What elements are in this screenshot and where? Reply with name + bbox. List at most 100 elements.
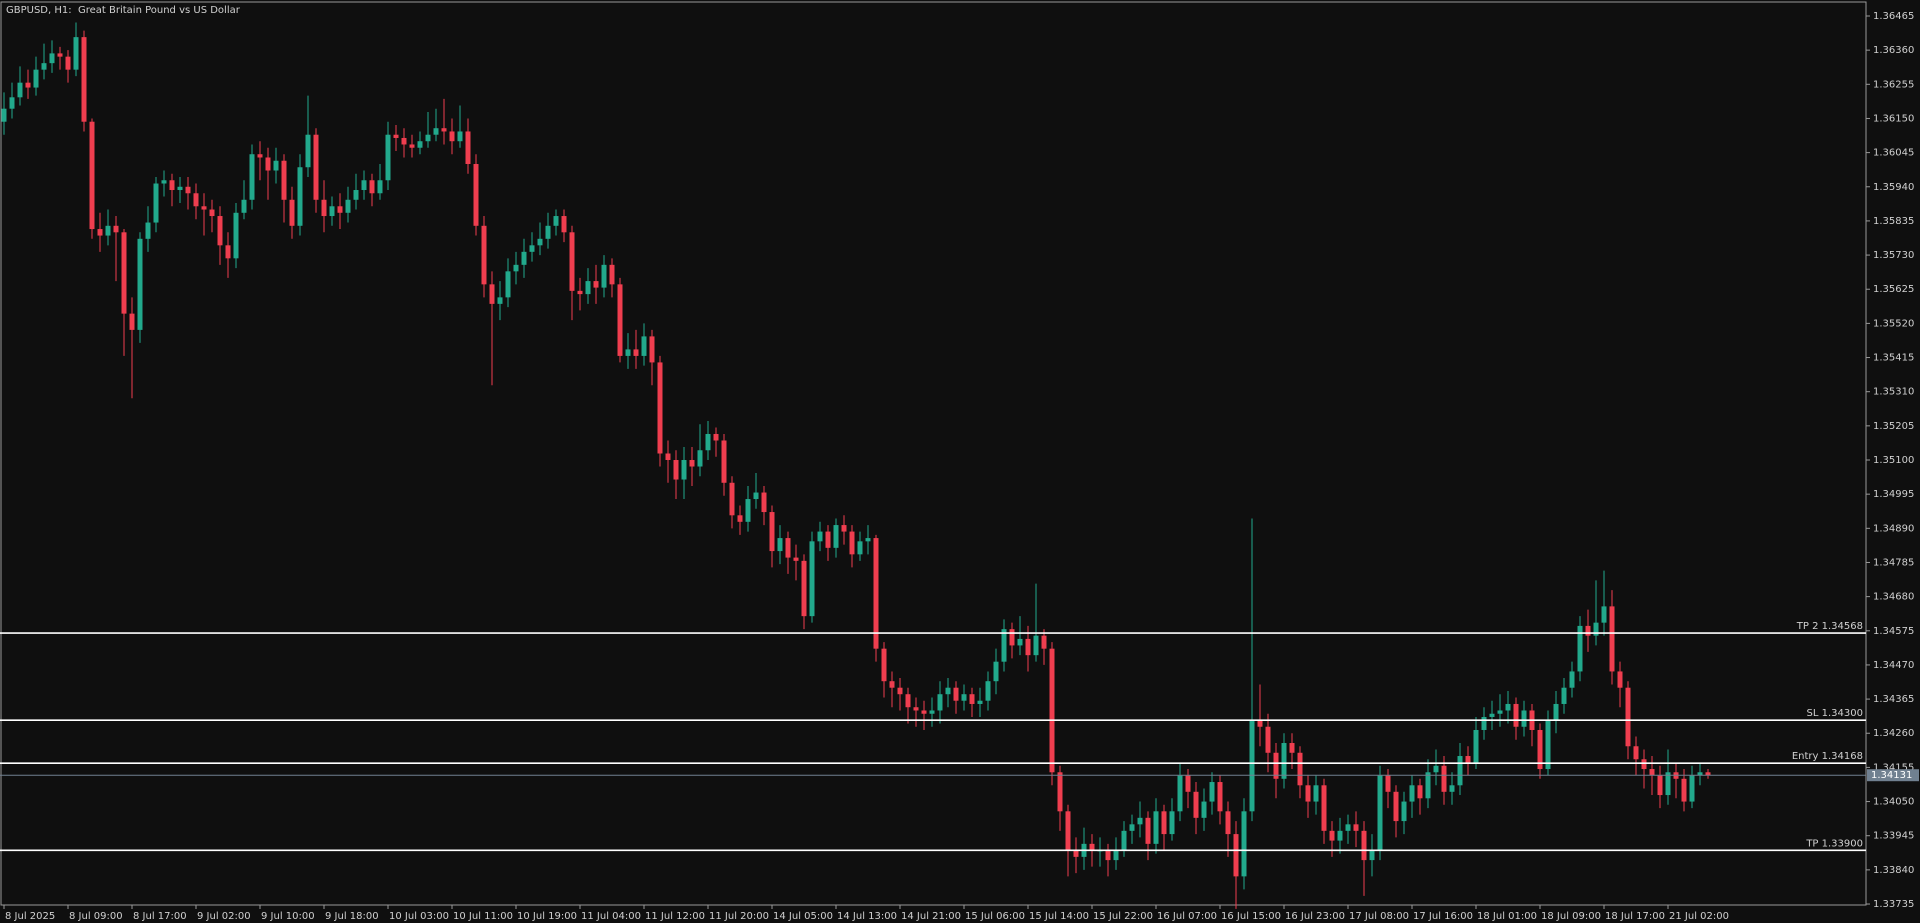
candle-body [265, 157, 271, 171]
candle-body [1473, 729, 1479, 763]
candle-body [25, 82, 31, 88]
candle-body [393, 134, 399, 138]
y-tick-label: 1.36045 [1873, 148, 1914, 159]
x-tick-label: 16 Jul 15:00 [1221, 911, 1281, 922]
candle-body [73, 37, 79, 70]
candle-body [57, 53, 63, 57]
candle-body [329, 206, 335, 217]
candle-body [1257, 720, 1263, 727]
candle-body [409, 144, 415, 148]
candle-body [777, 538, 783, 552]
candle-body [353, 190, 359, 200]
candle-body [1017, 638, 1023, 646]
candle-body [1593, 622, 1599, 636]
candle-body [193, 193, 199, 207]
candle-body [1513, 703, 1519, 727]
y-tick-label: 1.34050 [1873, 797, 1914, 808]
x-tick-label: 11 Jul 12:00 [645, 911, 705, 922]
y-tick-label: 1.35730 [1873, 250, 1914, 261]
y-tick-label: 1.35205 [1873, 421, 1914, 432]
candle-body [1505, 703, 1511, 711]
y-tick-label: 1.35940 [1873, 182, 1914, 193]
y-tick-label: 1.34680 [1873, 592, 1914, 603]
y-tick-label: 1.35835 [1873, 216, 1914, 227]
candle-body [1569, 671, 1575, 688]
x-tick-label: 15 Jul 22:00 [1093, 911, 1153, 922]
candle-body [801, 560, 807, 617]
candle-body [545, 225, 551, 239]
candle-body [433, 128, 439, 135]
candle-body [513, 264, 519, 272]
candle-body [713, 433, 719, 441]
candle-body [833, 525, 839, 548]
candle-body [217, 216, 223, 246]
candle-body [929, 710, 935, 714]
candle-body [1345, 824, 1351, 831]
plot-frame [0, 1, 1867, 906]
candle-body [425, 134, 431, 142]
candle-body [1089, 843, 1095, 851]
x-tick-label: 11 Jul 04:00 [581, 911, 641, 922]
x-tick-label: 8 Jul 17:00 [133, 911, 187, 922]
candle-body [1489, 713, 1495, 717]
candle-body [873, 538, 879, 649]
candle-body [449, 131, 455, 142]
candle-body [1585, 625, 1591, 636]
y-tick-label: 1.34470 [1873, 660, 1914, 671]
candle-body [1129, 824, 1135, 831]
candle-body [1225, 811, 1231, 835]
candle-body [1633, 746, 1639, 760]
candle-body [649, 336, 655, 363]
candle-body [809, 541, 815, 617]
x-tick-label: 18 Jul 09:00 [1541, 911, 1601, 922]
candle-body [553, 216, 559, 226]
x-tick-label: 8 Jul 2025 [5, 911, 55, 922]
y-tick-label: 1.34155 [1873, 762, 1914, 773]
y-tick-label: 1.33945 [1873, 831, 1914, 842]
y-tick-label: 1.33840 [1873, 865, 1914, 876]
candle-body [1, 108, 7, 122]
x-tick-label: 14 Jul 21:00 [901, 911, 961, 922]
candle-body [89, 121, 95, 230]
candle-body [1409, 785, 1415, 802]
candle-body [49, 53, 55, 64]
candle-body [905, 694, 911, 708]
candle-body [673, 460, 679, 480]
y-tick-label: 1.35520 [1873, 318, 1914, 329]
candle-body [1249, 720, 1255, 812]
candle-body [1297, 752, 1303, 786]
candle-body [1617, 671, 1623, 688]
candle-body [1481, 716, 1487, 730]
candle-body [97, 229, 103, 236]
candle-body [1033, 635, 1039, 656]
candle-body [793, 557, 799, 561]
candle-body [689, 460, 695, 467]
candle-body [529, 245, 535, 252]
candle-body [585, 281, 591, 295]
candle-body [1193, 791, 1199, 818]
candle-body [1105, 850, 1111, 861]
candle-body [521, 251, 527, 265]
candle-body [681, 460, 687, 480]
candle-body [145, 222, 151, 239]
y-tick-label: 1.35415 [1873, 353, 1914, 364]
candle-body [1233, 834, 1239, 877]
candle-body [737, 515, 743, 522]
candle-body [1169, 811, 1175, 835]
candle-body [977, 700, 983, 704]
candle-body [601, 264, 607, 288]
bid-box [1867, 769, 1919, 782]
candle-body [161, 180, 167, 184]
candle-body [473, 163, 479, 226]
x-tick-label: 15 Jul 06:00 [965, 911, 1025, 922]
x-tick-label: 8 Jul 09:00 [69, 911, 123, 922]
candle-body [17, 82, 23, 98]
candle-body [1665, 772, 1671, 796]
candle-body [281, 160, 287, 200]
level-label: SL 1.34300 [1807, 708, 1863, 719]
candle-body [985, 681, 991, 701]
candle-body [1561, 687, 1567, 704]
candle-body [1049, 648, 1055, 773]
